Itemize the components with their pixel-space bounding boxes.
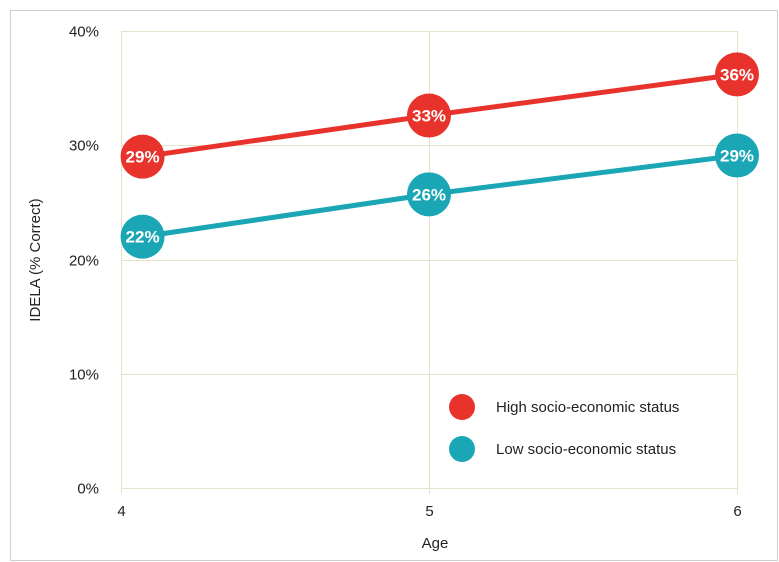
- data-point-label: 36%: [720, 65, 754, 84]
- y-axis-title: IDELA (% Correct): [27, 198, 44, 321]
- series-group: 29% 33% 36%: [120, 52, 759, 179]
- data-point-marker: [407, 93, 451, 138]
- data-point-label: 26%: [412, 185, 446, 204]
- data-point-marker: [120, 214, 165, 259]
- x-tick-label: 6: [733, 503, 741, 520]
- legend-label: High socio-economic status: [496, 399, 679, 416]
- x-tick-label: 4: [117, 503, 125, 520]
- axis-ticks: 0% 10% 20% 30% 40% 4 5 6: [69, 24, 742, 521]
- data-point-label: 33%: [412, 107, 446, 126]
- data-point-label: 22%: [126, 228, 160, 247]
- data-point-label: 29%: [720, 147, 754, 166]
- x-tick-label: 5: [425, 503, 433, 520]
- y-tick-label: 30%: [69, 138, 99, 155]
- data-point-marker: [120, 134, 165, 179]
- x-axis-title: Age: [422, 535, 449, 552]
- legend-marker: [449, 394, 475, 420]
- legend-label: Low socio-economic status: [496, 441, 676, 458]
- legend: High socio-economic status Low socio-econ…: [449, 394, 679, 462]
- y-tick-label: 20%: [69, 253, 99, 270]
- y-tick-label: 10%: [69, 367, 99, 384]
- series-lines: 29% 33% 36% 22% 26% 29%: [120, 52, 759, 259]
- data-point-marker: [407, 172, 451, 217]
- y-tick-label: 0%: [77, 481, 99, 498]
- data-point-marker: [715, 52, 759, 97]
- series-group: 22% 26% 29%: [120, 133, 759, 259]
- y-tick-label: 40%: [69, 24, 99, 41]
- data-point-marker: [715, 133, 759, 178]
- chart-frame: [10, 10, 778, 561]
- data-point-label: 29%: [126, 148, 160, 167]
- legend-marker: [449, 436, 475, 462]
